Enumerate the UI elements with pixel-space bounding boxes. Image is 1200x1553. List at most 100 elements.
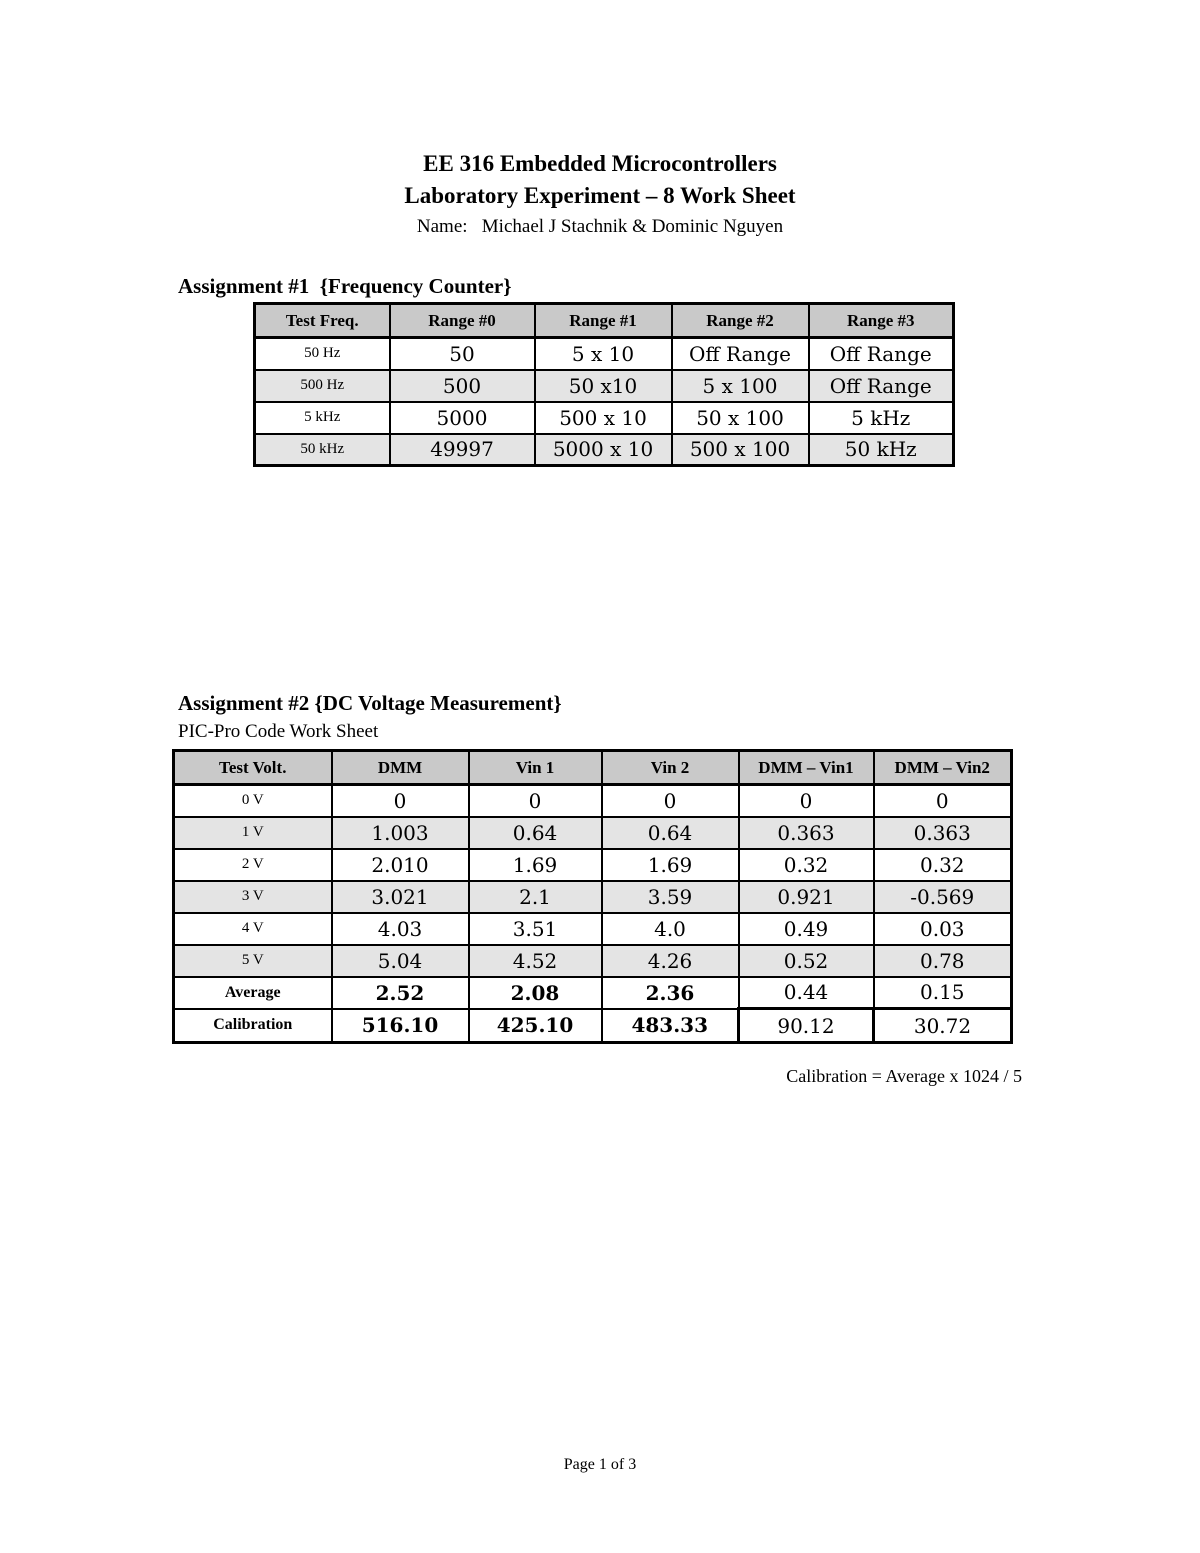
table-cell: 516.10	[330, 1007, 470, 1044]
table-cell: 483.33	[600, 1007, 740, 1044]
table-cell: 2.36	[600, 975, 740, 1010]
table-cell: 50	[388, 336, 536, 371]
assignment2-subtitle: PIC-Pro Code Work Sheet	[178, 721, 379, 742]
table-cell: 30.72	[872, 1007, 1013, 1044]
column-header: Test Volt.	[172, 749, 333, 786]
table-row: 500 Hz 500 50 x10 5 x 100 Off Range	[253, 368, 955, 403]
table-cell: 0.64	[600, 815, 740, 850]
table-cell: 0	[467, 783, 603, 818]
table-cell: 4.03	[330, 911, 470, 946]
table-row: 3 V 3.021 2.1 3.59 0.921 -0.569	[172, 879, 1013, 914]
column-header: Range #0	[388, 302, 536, 339]
row-label: 500 Hz	[253, 368, 391, 403]
table-cell: 2.08	[467, 975, 603, 1010]
table-row: 1 V 1.003 0.64 0.64 0.363 0.363	[172, 815, 1013, 850]
row-label: 1 V	[172, 815, 333, 850]
row-label: 4 V	[172, 911, 333, 946]
table-cell: 500 x 100	[670, 432, 810, 467]
column-header: DMM	[330, 749, 470, 786]
row-label: 50 Hz	[253, 336, 391, 371]
table-header-row: Test Volt. DMM Vin 1 Vin 2 DMM – Vin1 DM…	[172, 749, 1013, 786]
row-label: 5 V	[172, 943, 333, 978]
table-cell: 0	[737, 783, 875, 818]
table-cell: 50 x 100	[670, 400, 810, 435]
calibration-row: Calibration 516.10 425.10 483.33 90.12 3…	[172, 1007, 1013, 1044]
calibration-formula-note: Calibration = Average x 1024 / 5	[786, 1066, 1022, 1086]
table-cell: 0.78	[872, 943, 1013, 978]
table-row: 5 kHz 5000 500 x 10 50 x 100 5 kHz	[253, 400, 955, 435]
table-cell: 0.49	[737, 911, 875, 946]
table-cell: 4.26	[600, 943, 740, 978]
row-label: 2 V	[172, 847, 333, 882]
table-cell: 49997	[388, 432, 536, 467]
table-cell: 500	[388, 368, 536, 403]
table-cell: 4.52	[467, 943, 603, 978]
row-label: 50 kHz	[253, 432, 391, 467]
table-cell: 2.1	[467, 879, 603, 914]
column-header: Range #3	[807, 302, 955, 339]
table-cell: 500 x 10	[533, 400, 673, 435]
table-cell: 0.44	[737, 975, 875, 1010]
average-row: Average 2.52 2.08 2.36 0.44 0.15	[172, 975, 1013, 1010]
table-cell: 0.363	[737, 815, 875, 850]
frequency-counter-table: Test Freq. Range #0 Range #1 Range #2 Ra…	[253, 302, 955, 467]
column-header: Range #1	[533, 302, 673, 339]
table-row: 0 V 0 0 0 0 0	[172, 783, 1013, 818]
row-label: Average	[172, 975, 333, 1010]
row-label: 5 kHz	[253, 400, 391, 435]
table-cell: 0.921	[737, 879, 875, 914]
page-number: Page 1 of 3	[563, 1456, 637, 1473]
table-header-row: Test Freq. Range #0 Range #1 Range #2 Ra…	[253, 302, 955, 339]
column-header: DMM – Vin1	[737, 749, 875, 786]
course-title: EE 316 Embedded Microcontrollers	[423, 151, 777, 176]
table-cell: 1.003	[330, 815, 470, 850]
table-cell: 3.51	[467, 911, 603, 946]
row-label: Calibration	[172, 1007, 333, 1044]
column-header: Vin 1	[467, 749, 603, 786]
table-cell: 0.32	[737, 847, 875, 882]
worksheet-title: Laboratory Experiment – 8 Work Sheet	[404, 183, 796, 208]
table-cell: 1.69	[467, 847, 603, 882]
row-label: 3 V	[172, 879, 333, 914]
column-header: Vin 2	[600, 749, 740, 786]
table-cell: 0.52	[737, 943, 875, 978]
table-cell: 3.59	[600, 879, 740, 914]
table-cell: 5000 x 10	[533, 432, 673, 467]
table-row: 5 V 5.04 4.52 4.26 0.52 0.78	[172, 943, 1013, 978]
table-cell: 425.10	[467, 1007, 603, 1044]
table-cell: 3.021	[330, 879, 470, 914]
table-cell: 5 x 100	[670, 368, 810, 403]
table-cell: 0	[600, 783, 740, 818]
table-cell: 50 x10	[533, 368, 673, 403]
table-cell: 0	[330, 783, 470, 818]
table-cell: 5 x 10	[533, 336, 673, 371]
table-row: 50 Hz 50 5 x 10 Off Range Off Range	[253, 336, 955, 371]
table-cell: 0.32	[872, 847, 1013, 882]
column-header: DMM – Vin2	[872, 749, 1013, 786]
table-cell: 0.64	[467, 815, 603, 850]
table-cell: Off Range	[670, 336, 810, 371]
table-row: 4 V 4.03 3.51 4.0 0.49 0.03	[172, 911, 1013, 946]
column-header: Test Freq.	[253, 302, 391, 339]
table-cell: 0	[872, 783, 1013, 818]
table-cell: 50 kHz	[807, 432, 955, 467]
table-cell: 5.04	[330, 943, 470, 978]
table-cell: 2.52	[330, 975, 470, 1010]
table-cell: 2.010	[330, 847, 470, 882]
table-row: 2 V 2.010 1.69 1.69 0.32 0.32	[172, 847, 1013, 882]
table-cell: 0.363	[872, 815, 1013, 850]
assignment2-heading: Assignment #2 {DC Voltage Measurement}	[178, 691, 562, 715]
table-cell: 0.03	[872, 911, 1013, 946]
column-header: Range #2	[670, 302, 810, 339]
table-cell: Off Range	[807, 336, 955, 371]
document-header: EE 316 Embedded Microcontrollers Laborat…	[0, 148, 1200, 242]
table-cell: -0.569	[872, 879, 1013, 914]
table-cell: 5000	[388, 400, 536, 435]
table-cell: 4.0	[600, 911, 740, 946]
table-cell: 5 kHz	[807, 400, 955, 435]
table-cell: Off Range	[807, 368, 955, 403]
table-row: 50 kHz 49997 5000 x 10 500 x 100 50 kHz	[253, 432, 955, 467]
dc-voltage-table: Test Volt. DMM Vin 1 Vin 2 DMM – Vin1 DM…	[172, 749, 1013, 1044]
student-name-line: Name: Michael J Stachnik & Dominic Nguye…	[416, 216, 784, 237]
